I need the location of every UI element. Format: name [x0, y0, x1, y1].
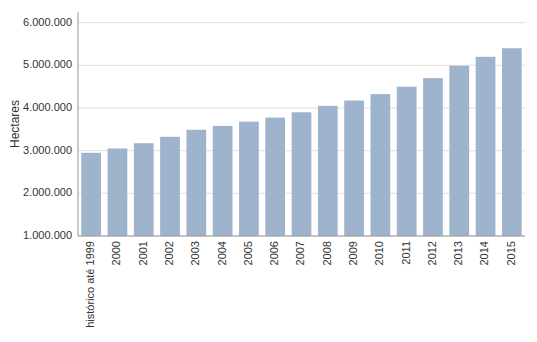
bar: [476, 57, 496, 236]
y-tick-label: 5.000.000: [23, 58, 72, 70]
x-tick-label: 2002: [163, 241, 175, 265]
bar: [213, 126, 233, 236]
bar: [371, 94, 391, 236]
bars: [81, 48, 521, 236]
x-tick-label: 2012: [426, 241, 438, 265]
y-tick-labels: 1.000.000 2.000.000 3.000.000 4.000.000 5.00…: [23, 16, 72, 241]
bar: [186, 130, 206, 236]
chart: 1.000.000 2.000.000 3.000.000 4.000.000 5.00…: [0, 0, 537, 342]
y-tick-label: 6.000.000: [23, 16, 72, 28]
y-tick-label: 1.000.000: [23, 229, 72, 241]
bar: [239, 122, 259, 236]
x-axis-line: [78, 236, 525, 237]
bar: [265, 118, 285, 236]
y-tick-label: 4.000.000: [23, 101, 72, 113]
x-tick-label: 2006: [268, 241, 280, 265]
x-tick-label: 2008: [321, 241, 333, 265]
grid-line: [78, 236, 525, 237]
y-tick-label: 2.000.000: [23, 186, 72, 198]
bar: [160, 137, 180, 236]
x-tick-label: 2014: [478, 241, 490, 265]
bar: [318, 106, 338, 236]
bar: [292, 112, 312, 236]
x-tick-label: 2005: [242, 241, 254, 265]
bar: [423, 78, 443, 236]
x-tick-label: 2013: [452, 241, 464, 265]
x-tick-label: 2004: [216, 241, 228, 265]
x-tick-label: 2010: [373, 241, 385, 265]
y-axis-label: Hectares: [8, 100, 22, 148]
x-tick-label: 2011: [400, 241, 412, 265]
x-tick-label: 2003: [189, 241, 201, 265]
x-tick-labels: histórico até 1999 2000 2001 2002 2003 2004 20…: [84, 241, 517, 328]
y-tick-label: 3.000.000: [23, 144, 72, 156]
x-tick-label: 2001: [137, 241, 149, 265]
bar: [134, 143, 154, 236]
y-axis-line: [78, 12, 79, 236]
bar: [81, 153, 101, 236]
chart-container: 1.000.000 2.000.000 3.000.000 4.000.000 5.00…: [0, 0, 537, 342]
bar: [502, 48, 522, 236]
x-tick-label: histórico até 1999: [84, 241, 96, 328]
x-tick-label: 2009: [347, 241, 359, 265]
bar: [108, 149, 128, 236]
bar: [344, 101, 364, 236]
grid-line: [78, 65, 525, 66]
bar: [397, 87, 417, 236]
grid-line: [78, 22, 525, 23]
x-tick-label: 2015: [505, 241, 517, 265]
bar: [449, 66, 469, 236]
x-tick-label: 2000: [110, 241, 122, 265]
x-tick-label: 2007: [294, 241, 306, 265]
